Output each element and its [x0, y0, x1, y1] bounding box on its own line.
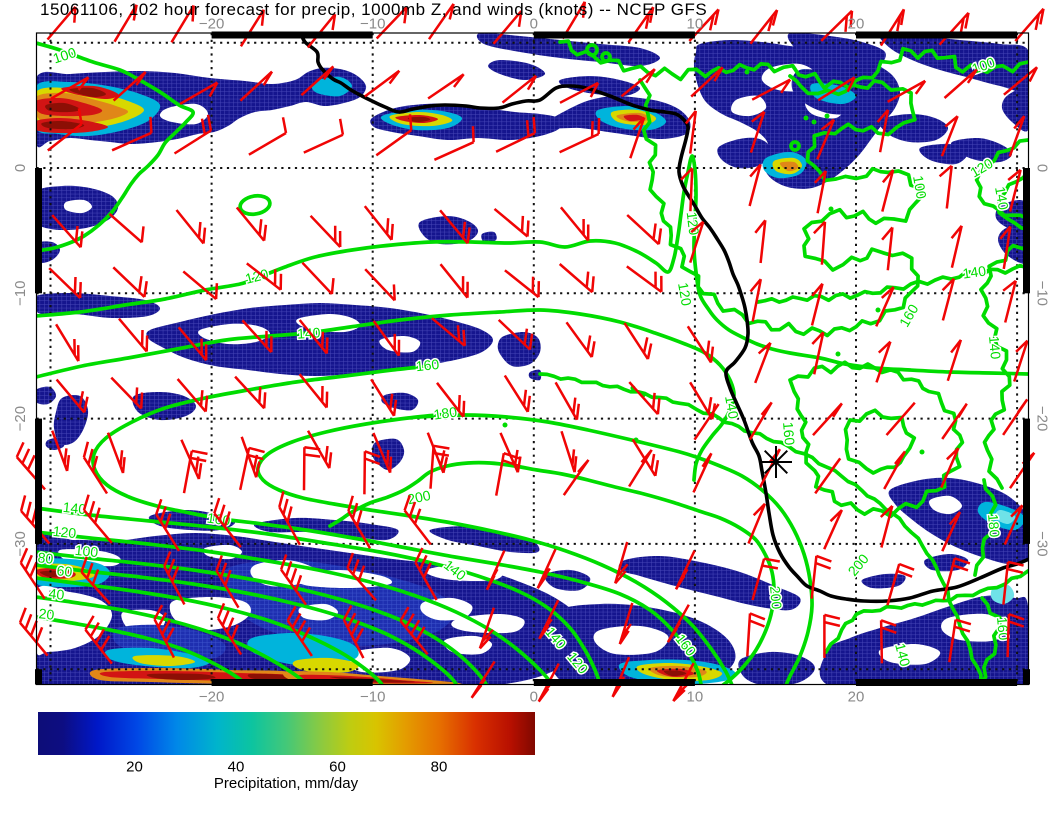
svg-text:Precipitation, mm/day: Precipitation, mm/day [214, 775, 359, 792]
svg-text:−10: −10 [360, 16, 385, 33]
svg-text:80: 80 [37, 549, 54, 567]
svg-text:100: 100 [910, 174, 930, 200]
svg-text:60: 60 [329, 759, 346, 776]
svg-text:40: 40 [228, 759, 245, 776]
svg-text:40: 40 [48, 585, 65, 603]
svg-text:180: 180 [433, 403, 459, 422]
svg-text:−30: −30 [12, 531, 29, 556]
svg-text:−10: −10 [1034, 281, 1051, 306]
svg-text:20: 20 [848, 16, 865, 33]
svg-text:160: 160 [415, 356, 440, 374]
svg-text:140: 140 [962, 262, 988, 281]
svg-text:60: 60 [56, 562, 73, 580]
svg-text:140: 140 [992, 185, 1012, 211]
svg-text:120: 120 [52, 523, 77, 541]
svg-text:−30: −30 [1034, 531, 1051, 556]
svg-text:0: 0 [1034, 164, 1051, 172]
svg-text:180: 180 [985, 513, 1003, 538]
svg-text:160: 160 [780, 421, 798, 446]
svg-text:0: 0 [12, 164, 29, 172]
svg-text:−10: −10 [360, 689, 385, 706]
svg-text:−20: −20 [12, 406, 29, 431]
svg-text:200: 200 [767, 585, 785, 610]
svg-text:10: 10 [687, 16, 704, 33]
svg-text:120: 120 [684, 211, 703, 236]
svg-text:−20: −20 [199, 16, 224, 33]
svg-text:15061106, 102 hour forecast fo: 15061106, 102 hour forecast for precip, … [40, 0, 707, 19]
svg-text:−20: −20 [1034, 406, 1051, 431]
svg-text:140: 140 [62, 499, 87, 517]
svg-text:20: 20 [126, 759, 143, 776]
svg-text:80: 80 [431, 759, 448, 776]
svg-text:120: 120 [675, 281, 695, 307]
svg-text:20: 20 [38, 605, 55, 623]
svg-text:10: 10 [687, 689, 704, 706]
svg-text:200: 200 [406, 487, 432, 508]
svg-text:−10: −10 [12, 281, 29, 306]
svg-text:−20: −20 [199, 689, 224, 706]
svg-text:100: 100 [74, 542, 99, 560]
svg-text:20: 20 [848, 689, 865, 706]
svg-text:140: 140 [986, 335, 1004, 360]
svg-text:0: 0 [530, 16, 538, 33]
svg-text:0: 0 [530, 689, 538, 706]
